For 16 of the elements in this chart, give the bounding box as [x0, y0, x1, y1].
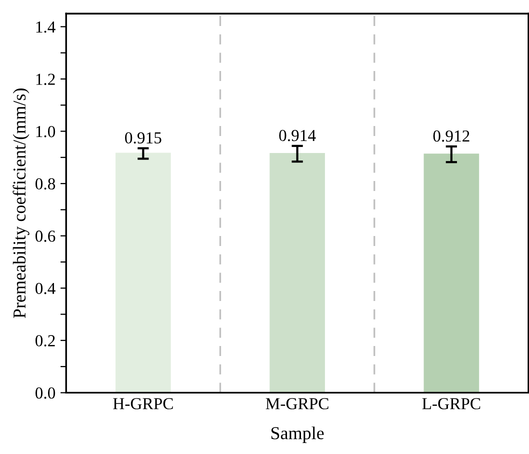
y-axis-title: Premeability coefficient/(mm/s)	[12, 88, 30, 318]
x-tick-label: L-GRPC	[422, 398, 480, 410]
data-label: 0.915	[125, 132, 162, 144]
data-label: 0.914	[279, 130, 316, 142]
y-tick-label: 0.6	[36, 230, 56, 242]
y-tick-label: 0.0	[36, 387, 56, 399]
y-tick-label: 0.4	[36, 282, 56, 294]
y-tick-label: 0.8	[36, 178, 56, 190]
y-tick-label: 1.2	[36, 74, 55, 85]
x-tick-label: M-GRPC	[266, 398, 328, 410]
y-tick-label: 0.2	[36, 335, 55, 346]
y-tick-label: 1.4	[36, 21, 56, 33]
x-tick-label: H-GRPC	[113, 398, 173, 410]
y-tick-label: 1.0	[36, 126, 56, 138]
data-label: 0.912	[433, 130, 470, 142]
x-axis-title: Sample	[271, 426, 324, 443]
